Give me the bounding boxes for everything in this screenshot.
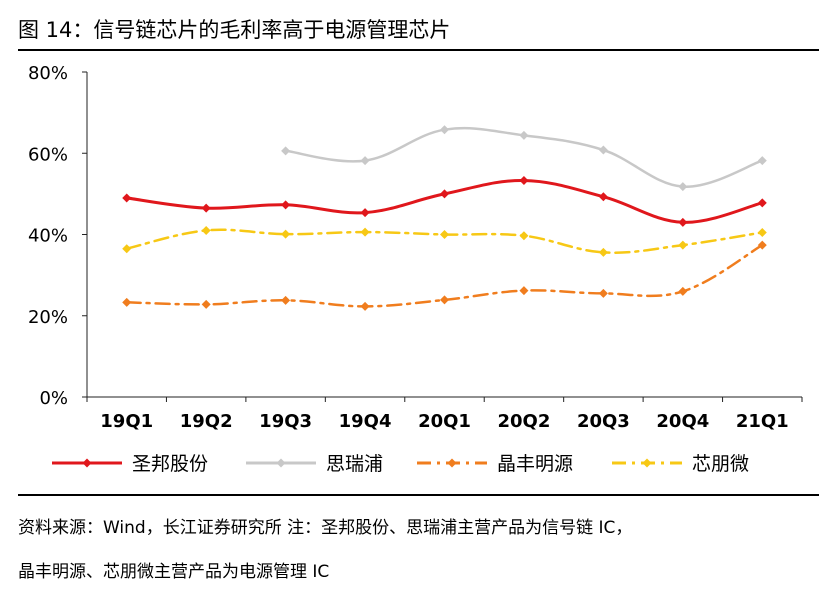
data-point [519,231,529,241]
data-point [598,192,608,202]
x-tick-label: 19Q2 [180,411,233,432]
data-point [122,244,132,254]
data-point [440,189,449,199]
data-point [678,286,688,296]
data-point [360,227,370,237]
data-point [598,288,608,298]
data-point [440,295,449,305]
x-tick-label: 20Q1 [418,411,471,432]
data-point [122,297,132,307]
data-point [281,200,291,210]
data-point [440,125,449,135]
data-point [598,247,608,257]
data-point [201,299,211,309]
y-tick-label: 0% [39,388,68,409]
data-point [757,227,767,237]
footer-divider [18,494,819,496]
title-divider [18,49,819,51]
data-point [678,217,688,227]
data-point [122,193,132,203]
data-point [360,156,370,166]
y-tick-label: 80% [28,63,68,84]
data-point [201,225,211,235]
legend-label: 芯朋微 [692,453,749,475]
x-tick-label: 19Q4 [339,411,392,432]
y-tick-label: 40% [28,226,68,247]
data-point [519,175,529,185]
data-point [281,146,291,156]
legend-label: 圣邦股份 [132,453,208,475]
data-point [360,301,370,311]
legend-label: 思瑞浦 [326,453,383,475]
y-tick-label: 60% [28,144,68,165]
x-tick-label: 20Q3 [577,411,630,432]
legend-swatch-marker [642,458,652,468]
x-tick-label: 20Q4 [656,411,709,432]
data-point [757,240,767,250]
x-tick-label: 19Q1 [100,411,153,432]
series-line [125,178,764,224]
source-note-continued: 晶丰明源、芯朋微主营产品为电源管理 IC [18,562,330,582]
data-point [678,240,688,250]
figure-title: 图 14：信号链芯片的毛利率高于电源管理芯片 [18,18,451,42]
data-point [757,198,767,208]
data-point [281,295,291,305]
data-point [201,203,211,213]
legend-swatch-marker [82,458,92,468]
data-point [757,156,767,166]
data-point [678,182,688,192]
data-point [519,130,529,140]
x-tick-label: 21Q1 [736,411,789,432]
data-point [360,208,370,218]
legend-swatch-marker [447,458,457,468]
line-chart: 0% 20% 40% 60% 80% 19Q1 19Q2 19Q3 19Q4 20Q1 20Q2 2… [28,63,803,475]
data-point [598,145,608,155]
y-tick-label: 20% [28,307,68,328]
x-tick-label: 19Q3 [259,411,312,432]
data-point [281,229,291,239]
data-point [440,230,449,239]
source-note: 资料来源：Wind，长江证券研究所 注：圣邦股份、思瑞浦主营产品为信号链 IC， [18,518,633,538]
legend-swatch-marker [276,458,286,468]
data-point [519,286,529,296]
legend-label: 晶丰明源 [497,453,573,475]
x-tick-label: 20Q2 [498,411,551,432]
